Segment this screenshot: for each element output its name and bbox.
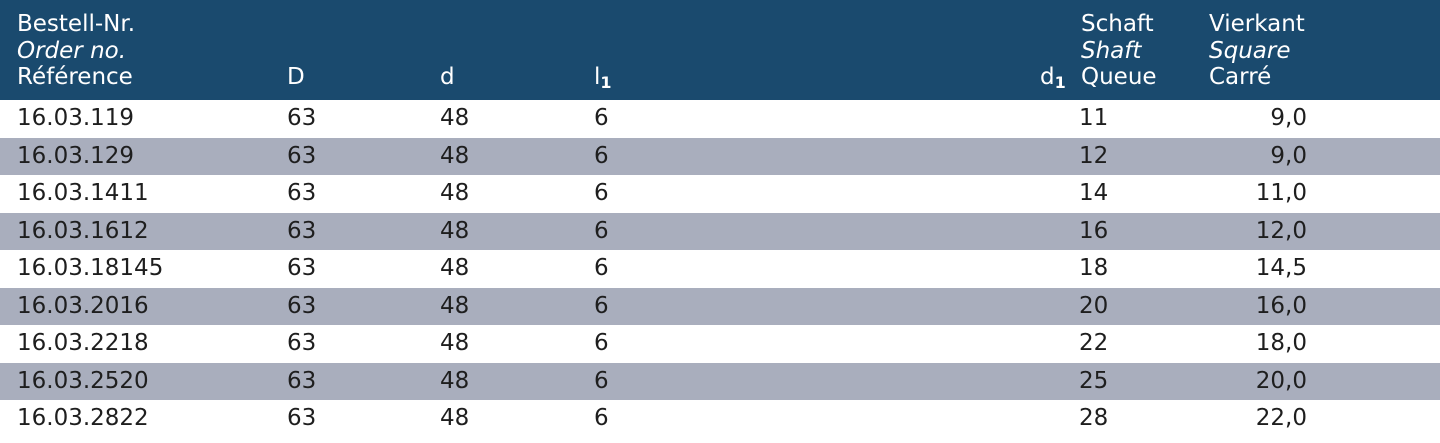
- cell-order: 16.03.129: [17, 142, 135, 169]
- cell-square: 20,0: [1255, 367, 1307, 394]
- cell-square: 9,0: [1270, 105, 1307, 131]
- cell-shaft: 28: [1079, 405, 1109, 431]
- cell-l1: 6: [594, 105, 609, 131]
- table-row: 16.03.1411 63 48 6 14 11,0: [0, 175, 1440, 213]
- header-d: d: [440, 64, 455, 90]
- header-order-de: Bestell-Nr.: [17, 11, 136, 37]
- cell-d: 48: [440, 142, 470, 169]
- cell-shaft: 25: [1079, 367, 1109, 394]
- header-square-en: Square: [1209, 38, 1291, 64]
- cell-l1: 6: [594, 330, 609, 356]
- cell-order: 16.03.2218: [17, 330, 149, 356]
- cell-l1: 6: [594, 180, 609, 206]
- cell-D: 63: [287, 255, 317, 281]
- cell-square: 11,0: [1255, 180, 1307, 206]
- cell-shaft: 18: [1079, 255, 1109, 281]
- cell-square: 22,0: [1255, 405, 1307, 431]
- cell-d: 48: [440, 330, 470, 356]
- cell-d: 48: [440, 255, 470, 281]
- cell-D: 63: [287, 105, 317, 131]
- cell-square: 12,0: [1255, 217, 1307, 244]
- cell-square: 16,0: [1255, 292, 1307, 319]
- cell-l1: 6: [594, 255, 609, 281]
- header-shaft-fr: Queue: [1081, 64, 1157, 90]
- cell-D: 63: [287, 330, 317, 356]
- table-row: 16.03.2822 63 48 6 28 22,0: [0, 400, 1440, 438]
- cell-order: 16.03.18145: [17, 255, 164, 281]
- header-shaft-de: Schaft: [1081, 11, 1154, 37]
- header-shaft-en: Shaft: [1081, 38, 1142, 64]
- cell-d: 48: [440, 217, 470, 244]
- cell-l1: 6: [594, 367, 609, 394]
- table-row: 16.03.119 63 48 6 11 9,0: [0, 100, 1440, 138]
- cell-d: 48: [440, 292, 470, 319]
- cell-shaft: 22: [1079, 330, 1109, 356]
- cell-d: 48: [440, 405, 470, 431]
- cell-square: 14,5: [1255, 255, 1307, 281]
- cell-d: 48: [440, 105, 470, 131]
- cell-shaft: 20: [1079, 292, 1109, 319]
- cell-shaft: 14: [1079, 180, 1109, 206]
- header-order-fr: Référence: [17, 64, 133, 90]
- header-square-de: Vierkant: [1209, 11, 1305, 37]
- cell-D: 63: [287, 405, 317, 431]
- header-square-fr: Carré: [1209, 64, 1272, 90]
- cell-l1: 6: [594, 292, 609, 319]
- cell-order: 16.03.2520: [17, 367, 149, 394]
- cell-square: 18,0: [1255, 330, 1307, 356]
- table-header: Bestell-Nr. Order no. Référence D d l1 d…: [0, 0, 1440, 100]
- cell-square: 9,0: [1270, 142, 1307, 169]
- cell-order: 16.03.2822: [17, 405, 149, 431]
- cell-D: 63: [287, 217, 317, 244]
- cell-d: 48: [440, 367, 470, 394]
- cell-D: 63: [287, 367, 317, 394]
- cell-D: 63: [287, 142, 317, 169]
- header-l1: l1: [594, 64, 612, 92]
- cell-order: 16.03.1612: [17, 217, 149, 244]
- cell-order: 16.03.1411: [17, 180, 149, 206]
- table-row: 16.03.129 63 48 6 12 9,0: [0, 137, 1440, 175]
- cell-l1: 6: [594, 142, 609, 169]
- cell-l1: 6: [594, 217, 609, 244]
- cell-shaft: 11: [1079, 105, 1109, 131]
- cell-order: 16.03.119: [17, 105, 135, 131]
- cell-D: 63: [287, 292, 317, 319]
- cell-l1: 6: [594, 405, 609, 431]
- cell-d: 48: [440, 180, 470, 206]
- cell-shaft: 16: [1079, 217, 1109, 244]
- table-row: 16.03.2520 63 48 6 25 20,0: [0, 362, 1440, 400]
- header-order-en: Order no.: [17, 38, 127, 64]
- cell-shaft: 12: [1079, 142, 1109, 169]
- header-d1: d1: [1040, 64, 1066, 92]
- header-D: D: [287, 64, 305, 90]
- table-row: 16.03.1612 63 48 6 16 12,0: [0, 212, 1440, 250]
- table-row: 16.03.2218 63 48 6 22 18,0: [0, 325, 1440, 363]
- cell-order: 16.03.2016: [17, 292, 149, 319]
- table-row: 16.03.2016 63 48 6 20 16,0: [0, 287, 1440, 325]
- cell-D: 63: [287, 180, 317, 206]
- table-row: 16.03.18145 63 48 6 18 14,5: [0, 250, 1440, 288]
